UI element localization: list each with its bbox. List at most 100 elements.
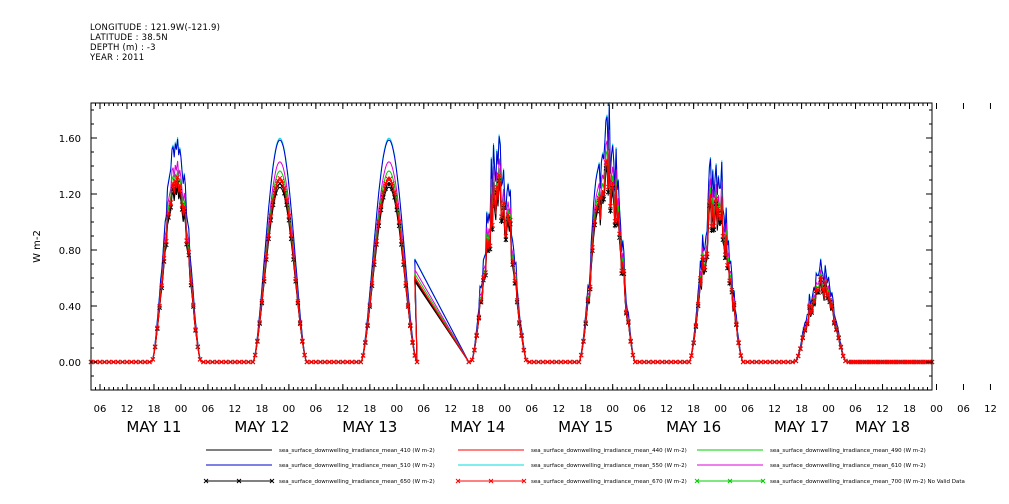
series-marker xyxy=(469,357,475,363)
series-marker xyxy=(521,347,527,353)
series-marker xyxy=(523,357,529,363)
series-marker xyxy=(499,214,504,219)
series-marker xyxy=(884,359,890,365)
series-marker xyxy=(490,226,495,232)
x-day-label: MAY 13 xyxy=(342,418,397,436)
series-marker xyxy=(410,339,415,345)
series-marker xyxy=(223,359,229,365)
series-marker xyxy=(621,268,627,274)
year-label: YEAR : 2011 xyxy=(90,53,145,63)
series-marker xyxy=(376,219,382,225)
legend-marker xyxy=(203,478,209,484)
x-tick-label: 00 xyxy=(714,404,727,415)
series-marker xyxy=(583,320,589,325)
series-marker xyxy=(785,359,791,365)
series-marker xyxy=(512,278,518,284)
x-tick-label: 00 xyxy=(822,404,835,415)
series-marker xyxy=(758,359,764,365)
series-marker xyxy=(632,359,638,365)
series-marker xyxy=(309,359,314,365)
series-marker xyxy=(358,359,364,365)
legend-label: sea_surface_downwelling_irradiance_mean_… xyxy=(279,448,435,454)
series-marker xyxy=(172,178,178,184)
series-marker xyxy=(807,303,812,309)
series-marker xyxy=(344,359,350,365)
series-marker xyxy=(466,359,472,365)
series-marker xyxy=(161,256,167,261)
series-marker xyxy=(822,279,828,285)
series-marker xyxy=(871,359,876,365)
series-marker xyxy=(175,174,180,180)
series-marker xyxy=(297,320,303,325)
y-tick-label: 1.20 xyxy=(59,190,81,201)
legend-marker xyxy=(694,478,700,484)
series-marker xyxy=(763,359,768,365)
series-marker xyxy=(853,359,858,365)
series-marker xyxy=(232,359,238,365)
plot-frame xyxy=(90,102,933,391)
legend-marker xyxy=(488,478,494,484)
series-marker xyxy=(608,203,613,209)
series-marker xyxy=(655,359,661,365)
series-marker xyxy=(718,215,723,221)
series-marker xyxy=(691,340,696,345)
series-marker xyxy=(641,359,647,365)
series-marker xyxy=(288,232,294,238)
series-marker xyxy=(188,280,194,286)
series-marker xyxy=(693,323,699,328)
series-marker xyxy=(628,338,634,344)
series-marker xyxy=(412,353,418,358)
series-marker xyxy=(916,359,921,365)
series-marker xyxy=(268,213,274,219)
series-marker xyxy=(605,184,611,190)
series-marker xyxy=(499,218,504,224)
series-marker xyxy=(177,183,183,189)
series-marker xyxy=(261,276,267,282)
series-marker xyxy=(617,231,622,237)
series-marker xyxy=(335,359,341,365)
series-marker xyxy=(380,190,386,195)
series-marker xyxy=(394,203,400,208)
series-marker xyxy=(228,359,233,365)
series-marker xyxy=(476,314,482,320)
x-tick-label: 18 xyxy=(256,404,269,415)
series-marker xyxy=(97,359,103,365)
y-axis-label: W m-2 xyxy=(32,230,43,263)
x-tick-label: 12 xyxy=(660,404,673,415)
series-marker xyxy=(503,233,509,239)
series-marker xyxy=(793,358,799,364)
series-marker xyxy=(700,254,705,260)
x-tick-label: 12 xyxy=(984,404,997,415)
series-marker xyxy=(490,222,495,228)
series-marker xyxy=(727,278,732,284)
series-marker xyxy=(802,327,808,332)
series-marker xyxy=(163,238,169,244)
series-marker xyxy=(795,353,801,359)
series-marker xyxy=(734,321,739,327)
series-marker xyxy=(720,233,726,239)
series-marker xyxy=(545,359,550,365)
series-marker xyxy=(193,327,198,332)
series-marker xyxy=(767,359,773,365)
series-marker xyxy=(659,359,665,365)
series-marker xyxy=(587,284,593,290)
series-marker xyxy=(264,254,269,259)
latitude-label: LATITUDE : 38.5N xyxy=(90,33,168,43)
series-marker xyxy=(367,302,373,308)
series-marker xyxy=(115,359,121,365)
x-tick-label: 12 xyxy=(229,404,242,415)
series-marker xyxy=(838,344,844,350)
series-marker xyxy=(517,320,522,325)
series-marker xyxy=(353,359,359,365)
series-marker xyxy=(503,237,509,243)
series-marker xyxy=(186,249,192,255)
legend-marker xyxy=(521,478,527,484)
x-day-label: MAY 15 xyxy=(558,418,613,436)
legend-label: sea_surface_downwelling_irradiance_mean_… xyxy=(531,448,687,454)
series-marker xyxy=(527,359,532,365)
x-tick-label: 18 xyxy=(579,404,592,415)
series-marker xyxy=(536,359,541,365)
x-tick-label: 18 xyxy=(903,404,916,415)
plot-area xyxy=(88,102,935,365)
x-tick-label: 06 xyxy=(309,404,322,415)
